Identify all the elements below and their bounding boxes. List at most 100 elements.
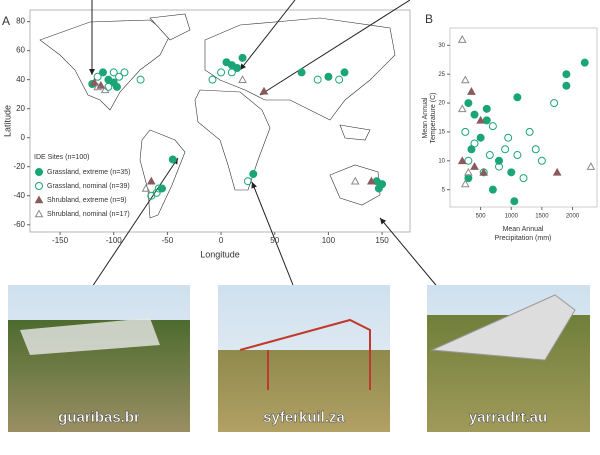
y-tick-label: 5 [442, 187, 446, 193]
x-tick-label: 100 [322, 236, 336, 245]
marker [238, 53, 247, 62]
marker [513, 151, 522, 160]
marker [98, 68, 107, 77]
marker [35, 168, 43, 176]
marker [340, 68, 349, 77]
marker [34, 209, 44, 218]
marker [374, 184, 383, 193]
y-axis-label: Latitude [2, 105, 12, 137]
legend-label: Shrubland, extreme (n=9) [47, 197, 127, 204]
x-axis-label: Mean Annual [503, 226, 544, 233]
marker [109, 68, 118, 77]
marker [488, 185, 497, 194]
marker [324, 72, 333, 81]
marker [464, 174, 473, 183]
marker [562, 70, 571, 79]
marker [457, 35, 467, 43]
legend-label: Shrubland, nominal (n=17) [47, 211, 130, 218]
legend-label: Grassland, nominal (n=39) [47, 183, 130, 190]
x-tick-label: 1000 [505, 214, 519, 220]
marker [141, 183, 151, 192]
marker [467, 86, 476, 95]
marker [120, 68, 129, 77]
y-tick-label: -40 [13, 191, 25, 200]
marker [217, 68, 226, 77]
y-tick-label: 80 [16, 17, 25, 26]
marker [482, 104, 491, 113]
x-tick-label: 0 [219, 236, 224, 245]
x-tick-label: 2000 [566, 214, 580, 220]
marker [495, 162, 503, 171]
y-axis-label: Mean Annual [422, 97, 429, 138]
marker [34, 195, 44, 204]
x-tick-label: -150 [52, 236, 69, 245]
y-tick-label: 25 [438, 72, 445, 78]
marker [552, 167, 562, 176]
x-tick-label: 500 [476, 214, 487, 220]
y-tick-label: 60 [16, 46, 25, 55]
panel-label: A [2, 14, 10, 28]
y-tick-label: 20 [438, 101, 445, 107]
y-tick-label: 10 [438, 158, 445, 164]
marker [525, 127, 534, 136]
marker [488, 122, 497, 131]
marker [93, 72, 102, 81]
arrows [89, 0, 441, 291]
marker [482, 116, 491, 125]
marker [586, 162, 596, 170]
marker [510, 197, 519, 206]
y-axis-label: Temperature (C) [430, 93, 437, 144]
marker [476, 133, 485, 142]
y-tick-label: 20 [16, 104, 25, 113]
marker [93, 82, 102, 91]
marker [297, 68, 306, 77]
marker [479, 167, 489, 176]
marker [460, 179, 470, 188]
marker [146, 176, 156, 185]
marker [238, 75, 247, 83]
marker [208, 75, 217, 84]
y-tick-label: -20 [13, 162, 25, 171]
marker [470, 139, 479, 148]
marker [580, 58, 589, 67]
photo-guaribas [8, 285, 190, 432]
y-tick-label: -60 [13, 220, 25, 229]
marker [464, 167, 473, 176]
x-tick-label: 50 [270, 236, 279, 245]
panel-label: B [425, 12, 433, 26]
y-tick-label: 15 [438, 130, 445, 136]
marker [35, 182, 43, 190]
x-tick-label: -50 [162, 236, 174, 245]
marker [495, 156, 503, 165]
marker [367, 176, 376, 185]
marker [168, 155, 177, 164]
x-axis-label: Longitude [200, 249, 240, 259]
marker [460, 75, 470, 84]
marker [136, 75, 145, 84]
marker [519, 174, 528, 183]
marker [504, 133, 513, 142]
marker [335, 75, 344, 84]
marker [227, 68, 236, 77]
marker [249, 169, 258, 178]
marker [470, 162, 479, 170]
marker [507, 168, 516, 177]
marker [112, 82, 121, 91]
x-tick-label: 1500 [535, 214, 549, 220]
marker [550, 99, 559, 108]
marker [531, 145, 540, 154]
marker [100, 85, 110, 94]
marker [233, 64, 242, 73]
y-tick-label: 40 [16, 75, 25, 84]
marker [461, 127, 470, 136]
plot-frame [449, 27, 598, 208]
legend-title: IDE Sites (n=100) [34, 154, 89, 161]
y-tick-label: 0 [21, 133, 26, 142]
marker [243, 177, 252, 186]
marker [154, 184, 163, 193]
photo-label: guaribas.br [58, 409, 140, 426]
photo-label: yarradrt.au [469, 409, 547, 426]
marker [562, 81, 571, 90]
marker [464, 156, 473, 165]
